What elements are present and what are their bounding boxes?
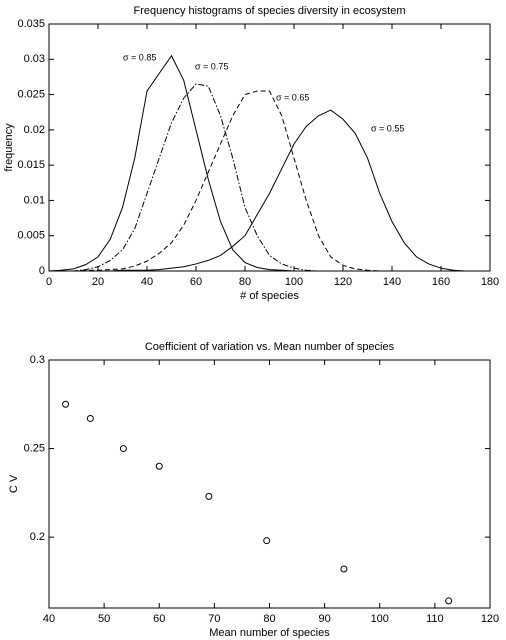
series-label: σ = 0.75 bbox=[195, 61, 228, 71]
y-tick-label: 0.03 bbox=[24, 53, 45, 65]
x-tick-label: 70 bbox=[208, 613, 220, 625]
y-tick-label: 0.005 bbox=[17, 230, 45, 242]
axes-frame bbox=[48, 23, 491, 272]
point bbox=[340, 565, 348, 573]
x-tick-label: 20 bbox=[92, 276, 104, 288]
point bbox=[119, 445, 127, 453]
series-label: σ = 0.85 bbox=[123, 52, 156, 62]
x-tick-label: 80 bbox=[239, 276, 251, 288]
y-tick-label: 0.3 bbox=[30, 354, 45, 366]
series-line bbox=[49, 83, 466, 272]
y-tick-label: 0.25 bbox=[24, 442, 45, 454]
y-axis-label: C V bbox=[8, 474, 20, 493]
y-tick-label: 0 bbox=[39, 265, 45, 277]
point bbox=[86, 414, 94, 422]
chart-title: Frequency histograms of species diversit… bbox=[133, 5, 405, 17]
x-tick-label: 120 bbox=[334, 276, 352, 288]
x-axis-label: Mean number of species bbox=[209, 627, 330, 639]
series-line bbox=[49, 109, 466, 272]
axes-frame bbox=[48, 359, 491, 609]
y-tick-label: 0.01 bbox=[24, 194, 45, 206]
series-label: σ = 0.55 bbox=[371, 123, 404, 133]
y-tick-label: 0.2 bbox=[30, 531, 45, 543]
x-tick-label: 120 bbox=[481, 613, 499, 625]
y-tick-label: 0.035 bbox=[17, 18, 45, 30]
x-tick-label: 60 bbox=[190, 276, 202, 288]
x-tick-label: 140 bbox=[383, 276, 401, 288]
y-tick-label: 0.02 bbox=[24, 124, 45, 136]
x-tick-label: 60 bbox=[153, 613, 165, 625]
series-line bbox=[49, 90, 466, 272]
point bbox=[445, 597, 453, 605]
x-tick-label: 0 bbox=[46, 276, 52, 288]
x-tick-label: 110 bbox=[426, 613, 444, 625]
point bbox=[155, 462, 163, 470]
y-axis-label: frequency bbox=[3, 123, 15, 172]
x-tick-label: 160 bbox=[432, 276, 450, 288]
x-axis-label: # of species bbox=[240, 290, 299, 302]
x-tick-label: 180 bbox=[481, 276, 499, 288]
y-tick-label: 0.015 bbox=[17, 159, 45, 171]
x-tick-label: 40 bbox=[43, 613, 55, 625]
point bbox=[62, 400, 70, 408]
x-tick-label: 100 bbox=[285, 276, 303, 288]
point bbox=[205, 492, 213, 500]
x-tick-label: 90 bbox=[319, 613, 331, 625]
series-label: σ = 0.65 bbox=[276, 92, 309, 102]
x-tick-label: 80 bbox=[263, 613, 275, 625]
x-tick-label: 100 bbox=[371, 613, 389, 625]
series-line bbox=[48, 54, 466, 272]
x-tick-label: 40 bbox=[141, 276, 153, 288]
x-tick-label: 50 bbox=[98, 613, 110, 625]
point bbox=[263, 537, 271, 545]
chart-title: Coefficient of variation vs. Mean number… bbox=[145, 341, 395, 353]
y-tick-label: 0.025 bbox=[17, 88, 45, 100]
